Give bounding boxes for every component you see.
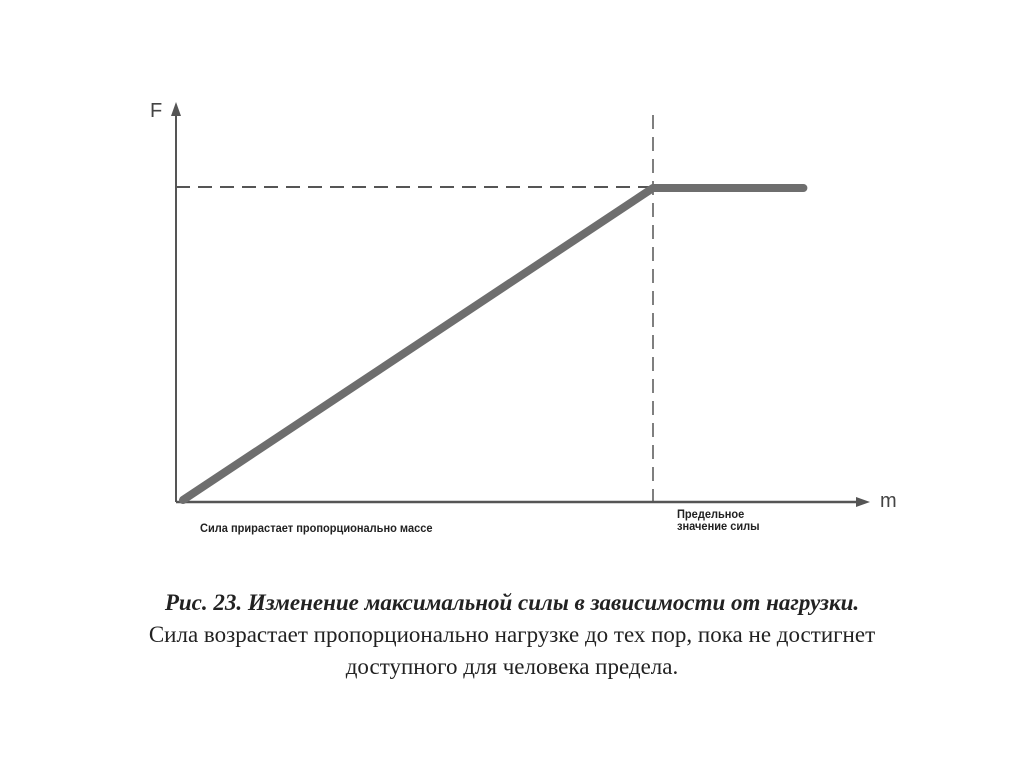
annotation-limit-line2: значение силы	[677, 519, 760, 533]
annotation-proportional: Сила прирастает пропорционально массе	[200, 521, 433, 535]
caption-title: Рис. 23. Изменение максимальной силы в з…	[164, 590, 860, 615]
force-curve	[179, 184, 808, 504]
caption-line3: доступного для человека предела.	[345, 654, 679, 679]
x-axis-arrow	[856, 497, 870, 507]
y-axis-arrow	[171, 102, 181, 116]
annotation-limit-line1: Предельное	[677, 507, 745, 521]
y-axis-label: F	[150, 100, 163, 122]
caption-line2: Сила возрастает пропорционально нагрузке…	[148, 622, 876, 647]
x-axis-label: m	[880, 490, 897, 512]
